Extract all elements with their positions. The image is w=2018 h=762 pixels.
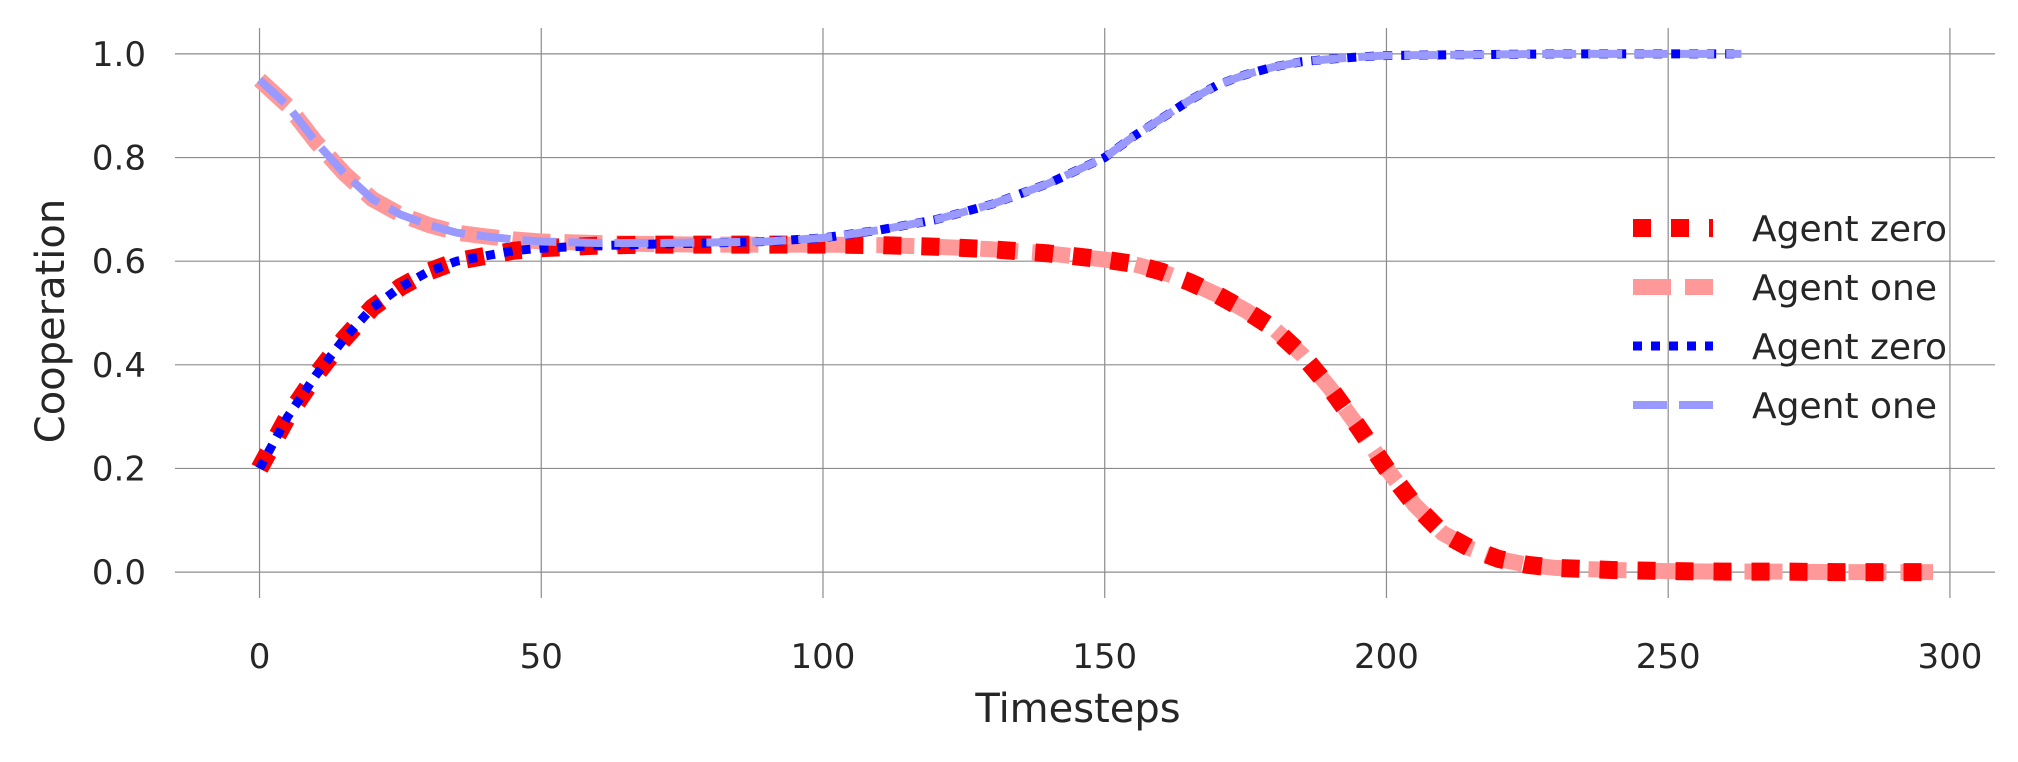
x-tick-label: 50 <box>520 637 563 677</box>
x-tick-label: 250 <box>1636 637 1701 677</box>
x-tick-label: 100 <box>791 637 856 677</box>
x-tick-label: 300 <box>1917 637 1982 677</box>
x-tick-labels: 0 50 100 150 200 250 300 <box>249 637 1983 677</box>
legend-label: Agent one <box>1752 386 1937 427</box>
y-tick-label: 0.8 <box>92 139 146 179</box>
y-tick-labels: 0.0 0.2 0.4 0.6 0.8 1.0 <box>92 35 146 593</box>
legend-label: Agent zero <box>1752 209 1947 250</box>
series-line-3 <box>256 49 1742 247</box>
y-tick-label: 1.0 <box>92 35 146 75</box>
x-axis-label: Timesteps <box>974 686 1180 732</box>
legend-label: Agent one <box>1752 268 1937 309</box>
grid <box>175 28 1995 598</box>
x-tick-label: 150 <box>1072 637 1137 677</box>
series-line-1 <box>254 73 1933 581</box>
y-tick-label: 0.6 <box>92 242 146 282</box>
x-tick-label: 200 <box>1354 637 1419 677</box>
y-tick-label: 0.2 <box>92 449 146 489</box>
series-layer <box>251 49 1933 582</box>
legend: Agent zero Agent one Agent zero Agent one <box>1633 209 1947 427</box>
legend-label: Agent zero <box>1752 327 1947 368</box>
x-tick-label: 0 <box>249 637 271 677</box>
y-tick-label: 0.0 <box>92 553 146 593</box>
y-axis-label: Cooperation <box>28 199 74 443</box>
y-tick-label: 0.4 <box>92 346 146 386</box>
